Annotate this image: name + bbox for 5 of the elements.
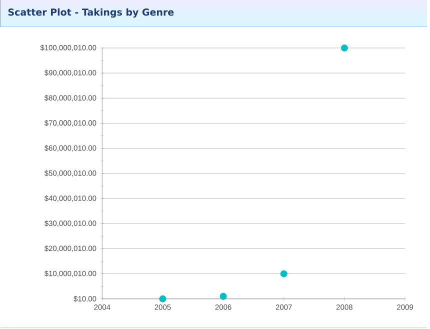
chart-title: Scatter Plot - Takings by Genre [8, 8, 174, 18]
point [340, 44, 348, 52]
point [220, 292, 227, 300]
point [159, 295, 166, 302]
point [280, 270, 288, 278]
